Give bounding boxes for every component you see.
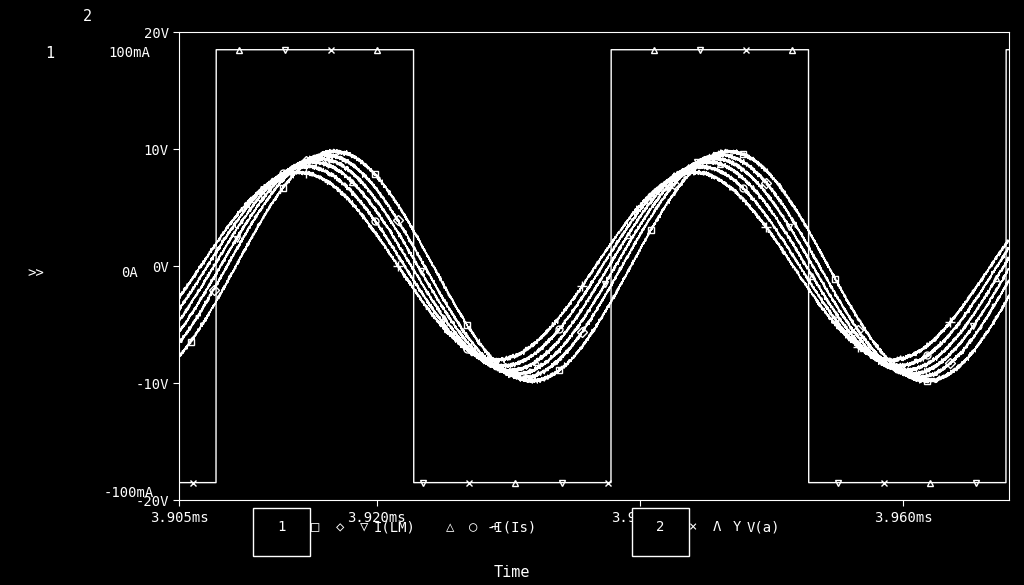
Text: I(LM): I(LM) — [374, 520, 415, 534]
Text: ○: ○ — [469, 520, 477, 534]
Text: ▽: ▽ — [360, 520, 369, 534]
Text: Λ: Λ — [713, 520, 721, 534]
Text: -I(Is): -I(Is) — [486, 520, 538, 534]
Text: Time: Time — [494, 565, 530, 580]
Text: V(a): V(a) — [746, 520, 779, 534]
Text: 1: 1 — [278, 520, 286, 534]
Text: 2: 2 — [83, 9, 92, 23]
Text: >>: >> — [28, 266, 44, 280]
FancyBboxPatch shape — [253, 508, 310, 556]
Text: ◇: ◇ — [336, 520, 344, 534]
Text: □: □ — [311, 520, 319, 534]
Text: Υ: Υ — [733, 520, 741, 534]
Text: 100mA: 100mA — [109, 46, 150, 60]
FancyBboxPatch shape — [632, 508, 689, 556]
Text: +: + — [490, 520, 499, 534]
Text: 0A: 0A — [121, 266, 137, 280]
Text: 2: 2 — [656, 520, 665, 534]
Text: △: △ — [446, 520, 455, 534]
Text: 1: 1 — [46, 46, 54, 61]
Text: -100mA: -100mA — [103, 486, 155, 500]
Text: ×: × — [689, 520, 697, 534]
